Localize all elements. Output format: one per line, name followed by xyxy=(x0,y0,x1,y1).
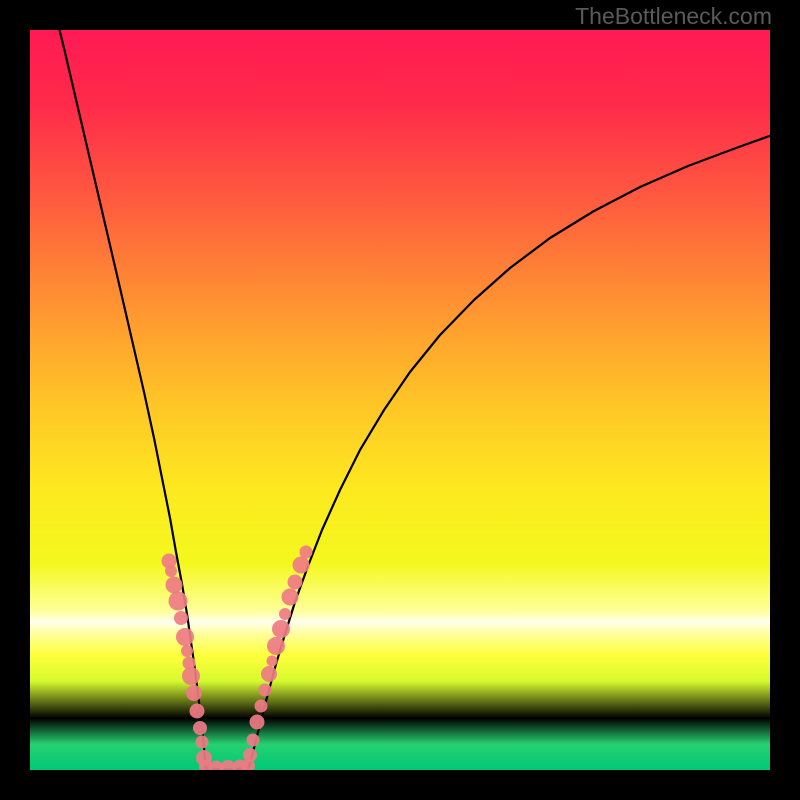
data-marker xyxy=(166,577,183,594)
data-marker xyxy=(250,715,265,730)
data-marker xyxy=(186,685,202,701)
data-marker xyxy=(174,611,188,625)
data-marker xyxy=(193,721,207,735)
watermark-text: TheBottleneck.com xyxy=(575,3,772,30)
data-marker xyxy=(176,628,194,646)
data-marker xyxy=(282,589,299,606)
plot-area-gradient xyxy=(30,30,770,770)
data-marker xyxy=(279,608,291,620)
data-marker xyxy=(267,656,278,667)
data-marker xyxy=(243,748,257,762)
data-marker xyxy=(247,734,260,747)
data-marker xyxy=(255,700,268,713)
data-marker xyxy=(293,557,310,574)
data-marker xyxy=(181,645,193,657)
bottleneck-chart xyxy=(0,0,800,800)
data-marker xyxy=(190,704,205,719)
data-marker xyxy=(261,666,277,682)
data-marker xyxy=(272,620,290,638)
data-marker xyxy=(169,592,188,611)
data-marker xyxy=(259,684,272,697)
data-marker xyxy=(182,667,200,685)
stage: TheBottleneck.com xyxy=(0,0,800,800)
data-marker xyxy=(196,736,209,749)
data-marker xyxy=(165,565,177,577)
data-marker xyxy=(300,546,313,559)
data-marker xyxy=(288,575,303,590)
data-marker xyxy=(267,637,285,655)
